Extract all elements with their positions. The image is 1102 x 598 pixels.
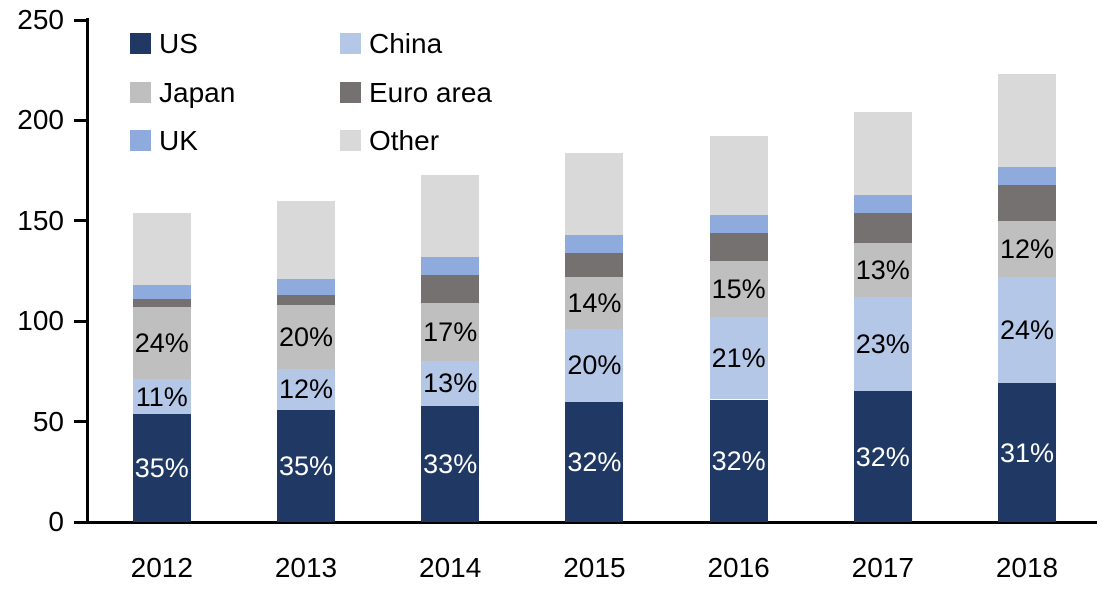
x-axis-category-label: 2015 <box>563 552 626 583</box>
bar-segment-label: 31% <box>999 437 1055 468</box>
bar-segment-china <box>853 297 912 392</box>
x-axis-category-label: 2018 <box>995 552 1059 583</box>
bar-segment-label: 21% <box>711 343 766 374</box>
x-axis-category-label: 2013 <box>274 552 338 583</box>
bar-segment-euro-area <box>709 232 768 261</box>
bar-segment-other <box>709 136 768 215</box>
bar-segment-label: 23% <box>855 329 910 360</box>
x-axis-category-label: 2017 <box>851 552 914 583</box>
y-axis-line <box>86 18 89 524</box>
bar-segment-japan <box>277 305 335 370</box>
bar-segment-label: 24% <box>999 315 1055 346</box>
y-axis-tick-label: 150 <box>17 204 64 236</box>
legend-label-euro-area: Euro area <box>369 77 492 108</box>
bar-segment-china <box>132 379 191 414</box>
bar-segment-label: 35% <box>134 452 189 483</box>
bar-segment-china <box>565 329 624 402</box>
x-axis-line <box>74 521 1097 524</box>
x-axis-category-label: 2012 <box>130 552 193 583</box>
bar-segment-us <box>853 391 912 522</box>
bar-segment-us <box>565 401 624 522</box>
bar-segment-label: 11% <box>135 381 188 412</box>
bar-segment-label: 32% <box>711 445 766 476</box>
legend-label-other: Other <box>369 125 440 156</box>
legend-swatch-us <box>130 33 151 54</box>
y-axis-tick-label: 200 <box>17 104 64 136</box>
bar-segment-label: 24% <box>134 328 189 359</box>
y-axis-tick <box>74 520 87 524</box>
bar-segment-china <box>709 317 768 400</box>
bar-segment-euro-area <box>132 299 191 308</box>
legend-label-us: US <box>159 28 198 59</box>
y-axis-tick <box>74 420 87 424</box>
bar-segment-label: 12% <box>999 233 1055 264</box>
y-axis-tick-label: 250 <box>17 4 64 35</box>
x-axis-category-label: 2016 <box>707 552 770 583</box>
y-axis-tick-label: 50 <box>32 405 64 437</box>
bar-segment-china <box>421 361 480 406</box>
legend-label-japan: Japan <box>159 77 236 108</box>
bar-segment-japan <box>132 307 191 380</box>
legend-label-uk: UK <box>159 125 198 156</box>
legend-swatch-euro-area <box>340 82 361 103</box>
bar-segment-euro-area <box>421 275 480 304</box>
legend-swatch-uk <box>130 130 151 151</box>
bar-segment-japan <box>565 277 624 330</box>
legend-swatch-other <box>340 130 361 151</box>
bar-segment-japan <box>998 220 1056 278</box>
bar-segment-japan <box>709 260 768 318</box>
bar-segment-uk <box>998 166 1056 185</box>
bar-segment-label: 15% <box>711 274 766 305</box>
bar-segment-label: 32% <box>855 441 910 472</box>
y-axis-tick <box>74 319 87 323</box>
bar-segment-label: 13% <box>855 254 910 285</box>
bar-segment-euro-area <box>853 212 912 243</box>
bar-segment-other <box>565 152 624 235</box>
bar-segment-uk <box>132 285 191 300</box>
legend-label-china: China <box>369 28 443 59</box>
y-axis-tick <box>74 219 87 223</box>
bar-segment-china <box>998 277 1056 384</box>
bar-segment-uk <box>709 214 768 233</box>
bar-segment-other <box>421 174 480 257</box>
legend-swatch-china <box>340 33 361 54</box>
bar-segment-other <box>998 74 1056 167</box>
legend-swatch-japan <box>130 82 151 103</box>
bar-segment-label: 14% <box>567 288 622 319</box>
bar-segment-japan <box>421 303 480 362</box>
bar-segment-label: 20% <box>567 350 622 381</box>
bar-segment-label: 35% <box>278 450 334 481</box>
y-axis-tick <box>74 18 87 22</box>
bar-segment-label: 32% <box>567 446 622 477</box>
bar-segment-us <box>998 383 1056 522</box>
bar-segment-other <box>853 112 912 195</box>
bar-segment-us <box>277 409 335 522</box>
bar-segment-label: 12% <box>278 374 334 405</box>
bar-segment-euro-area <box>998 184 1056 221</box>
bar-segment-other <box>132 212 191 286</box>
y-axis-tick <box>74 118 87 122</box>
bar-segment-label: 17% <box>423 317 478 348</box>
bar-segment-china <box>277 369 335 410</box>
bar-segment-label: 33% <box>423 448 478 479</box>
bar-segment-uk <box>421 256 480 275</box>
y-axis-tick-label: 0 <box>48 506 64 537</box>
bar-segment-uk <box>565 234 624 253</box>
bar-segment-other <box>277 200 335 280</box>
y-axis-tick-label: 100 <box>17 305 64 337</box>
bar-segment-us <box>132 413 191 522</box>
bar-segment-label: 13% <box>423 368 478 399</box>
bar-segment-us <box>709 399 768 522</box>
bar-segment-euro-area <box>565 252 624 278</box>
bar-segment-label: 20% <box>278 322 334 353</box>
bar-segment-us <box>421 405 480 522</box>
x-axis-category-label: 2014 <box>419 552 482 583</box>
bar-segment-uk <box>853 194 912 213</box>
bar-segment-japan <box>853 242 912 298</box>
bar-segment-uk <box>277 279 335 296</box>
bar-segment-euro-area <box>277 295 335 306</box>
